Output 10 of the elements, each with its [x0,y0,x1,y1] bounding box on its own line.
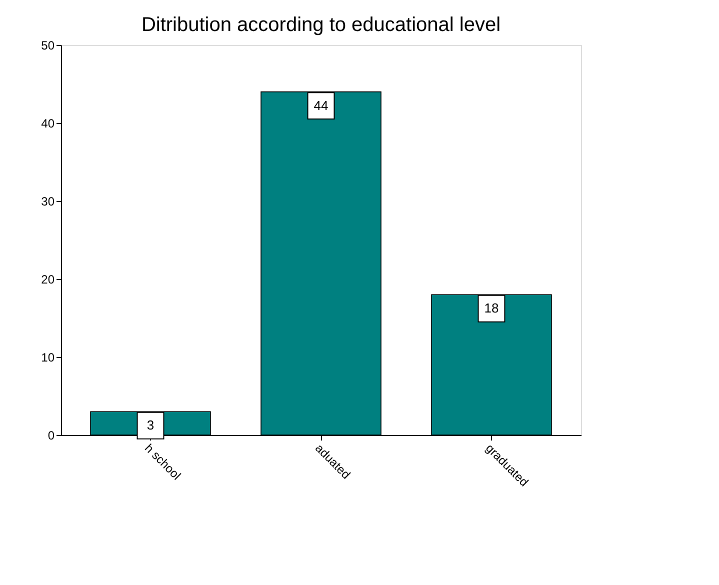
data-label: 3 [146,418,154,433]
y-tick-label: 10 [41,350,55,364]
y-tick-label: 20 [41,272,55,286]
y-tick-label: 30 [41,194,55,208]
y-tick-label: 40 [41,116,55,130]
data-label: 18 [484,300,499,316]
data-label: 44 [314,98,328,113]
y-tick-label: 50 [41,38,55,52]
y-tick-label: 0 [48,428,55,442]
chart-title: Ditribution according to educational level [141,14,501,36]
